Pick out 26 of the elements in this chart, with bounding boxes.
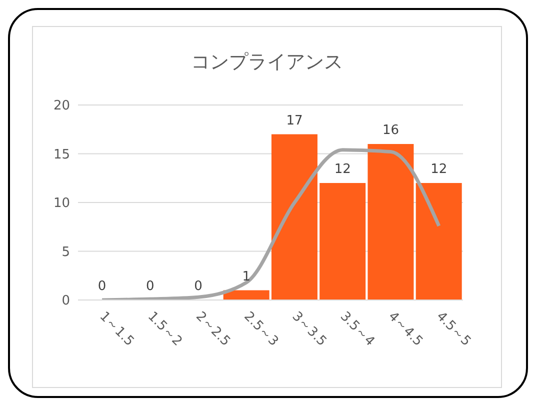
data-label: 0 <box>146 279 154 294</box>
y-tick-label: 15 <box>53 147 70 162</box>
bar <box>368 144 414 300</box>
x-tick-label: 1.5～2 <box>144 309 185 350</box>
y-tick-label: 10 <box>53 196 70 212</box>
data-label: 12 <box>430 162 448 177</box>
y-tick-label: 5 <box>62 244 70 260</box>
bar <box>271 134 318 300</box>
x-tick-label: 1～1.5 <box>96 309 137 350</box>
data-label: 1 <box>242 269 251 284</box>
data-label: 12 <box>334 162 351 177</box>
x-tick-label: 4.5～5 <box>433 309 474 350</box>
chart-title: コンプライアンス <box>190 50 344 75</box>
y-tick-label: 20 <box>53 98 70 114</box>
y-tick-label: 0 <box>62 294 70 309</box>
x-tick-label: 2～2.5 <box>192 309 233 350</box>
x-tick-label: 3～3.5 <box>288 309 330 350</box>
data-label: 17 <box>286 113 303 128</box>
x-tick-label: 3.5～4 <box>337 309 378 350</box>
x-tick-label: 2.5～3 <box>240 309 282 350</box>
x-tick-label: 4～4.5 <box>385 309 426 350</box>
bar <box>320 183 366 300</box>
data-label: 0 <box>98 279 106 294</box>
data-label: 0 <box>194 279 202 294</box>
data-label: 16 <box>382 123 400 138</box>
bar <box>416 183 462 300</box>
